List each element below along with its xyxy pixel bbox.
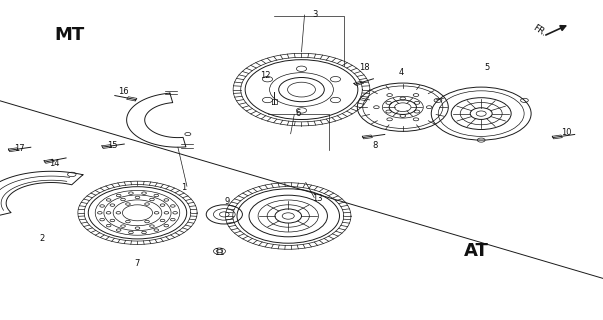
Text: 9: 9 bbox=[224, 197, 229, 206]
Text: 10: 10 bbox=[561, 128, 572, 137]
Text: 16: 16 bbox=[118, 87, 129, 96]
Text: 6: 6 bbox=[296, 109, 301, 118]
Text: 2: 2 bbox=[40, 234, 45, 243]
Text: 14: 14 bbox=[49, 159, 60, 168]
Text: AT: AT bbox=[464, 242, 489, 260]
Text: 18: 18 bbox=[359, 63, 370, 72]
Text: MT: MT bbox=[54, 26, 84, 44]
Text: 11: 11 bbox=[213, 248, 224, 257]
Text: 5: 5 bbox=[485, 63, 490, 72]
Text: 3: 3 bbox=[313, 10, 318, 19]
Text: FR.: FR. bbox=[531, 23, 548, 38]
Text: 12: 12 bbox=[260, 71, 271, 80]
Text: 1: 1 bbox=[182, 183, 186, 192]
Text: 15: 15 bbox=[107, 141, 118, 150]
Text: 7: 7 bbox=[135, 260, 140, 268]
Text: 4: 4 bbox=[399, 68, 403, 76]
Text: 13: 13 bbox=[312, 194, 323, 203]
Text: 8: 8 bbox=[373, 141, 377, 150]
Text: 17: 17 bbox=[14, 144, 25, 153]
